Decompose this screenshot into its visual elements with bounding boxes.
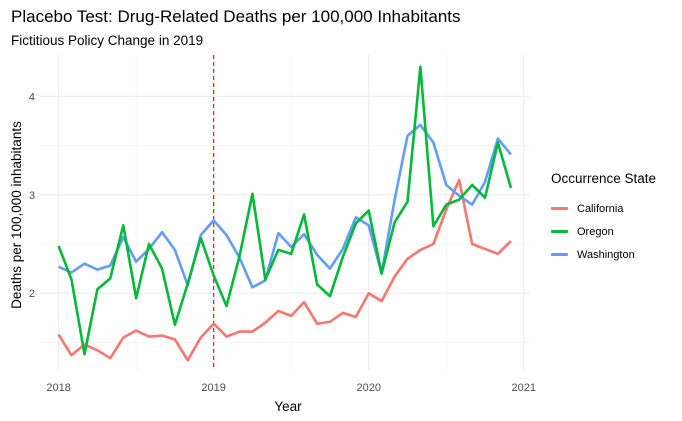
x-axis-title: Year <box>274 399 302 414</box>
x-tick-label: 2020 <box>356 382 380 394</box>
legend-items: California Oregon Washington <box>551 197 656 266</box>
x-tick-label: 2018 <box>46 382 70 394</box>
series-layer <box>57 65 513 362</box>
legend-label: Oregon <box>577 225 614 238</box>
series-line-washington <box>58 123 512 289</box>
x-tick-label: 2021 <box>512 382 536 394</box>
legend-item-oregon: Oregon <box>551 220 656 243</box>
legend-item-washington: Washington <box>551 243 656 266</box>
legend-key <box>551 253 568 256</box>
y-tick-label: 4 <box>29 91 35 103</box>
legend-key <box>551 207 568 210</box>
y-axis-title: Deaths per 100,000 inhabitants <box>9 121 24 309</box>
legend-title: Occurrence State <box>551 171 657 186</box>
chart-title: Placebo Test: Drug-Related Deaths per 10… <box>11 7 461 26</box>
y-tick-label: 3 <box>29 190 35 202</box>
grid-minor <box>40 55 530 370</box>
grid-major <box>40 55 530 370</box>
y-tick-label: 2 <box>29 288 35 300</box>
legend-label: Washington <box>577 248 635 261</box>
tick-label-layer: 2018 2019 2020 2021 2 3 4 <box>29 91 536 394</box>
legend: Occurrence State California Oregon Washing… <box>551 171 656 266</box>
legend-label: California <box>577 202 624 215</box>
x-tick-label: 2019 <box>201 382 225 394</box>
legend-item-california: California <box>551 197 656 220</box>
series-line-oregon <box>57 65 513 356</box>
chart-subtitle: Fictitious Policy Change in 2019 <box>11 33 204 48</box>
legend-key <box>551 230 568 233</box>
series-line-california <box>57 178 512 362</box>
